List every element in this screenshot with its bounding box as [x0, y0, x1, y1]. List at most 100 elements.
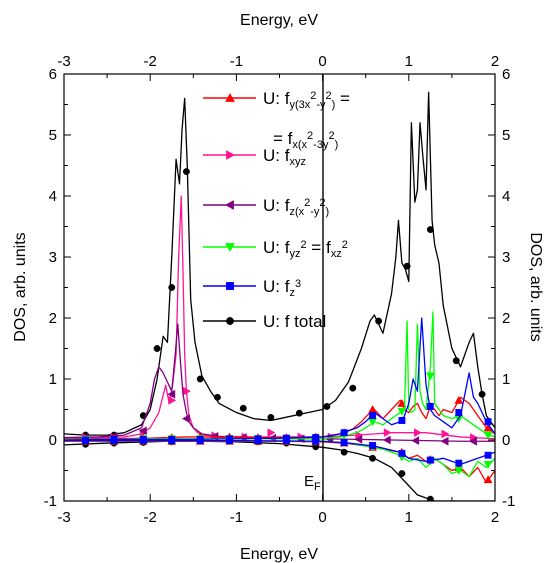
- legend-text-run: 2: [300, 239, 306, 251]
- data-point-square: [254, 437, 262, 445]
- data-point-triangle-left: [382, 435, 391, 445]
- data-point-triangle-left: [324, 434, 333, 444]
- fermi-level-label: EF: [304, 473, 321, 493]
- legend-label: U: fyz2 = fxz2: [263, 238, 348, 260]
- data-point-circle: [349, 384, 357, 392]
- y-tick-label-right: 4: [502, 188, 510, 205]
- data-point-triangle-left: [181, 414, 190, 424]
- data-point-triangle-left: [224, 200, 234, 210]
- data-point-circle: [153, 345, 161, 352]
- data-point-triangle-right: [441, 429, 450, 439]
- data-point-square: [139, 437, 147, 445]
- data-point-triangle-right: [267, 428, 276, 438]
- legend-label: U: fxyz: [263, 146, 306, 168]
- x-tick-label-bottom: 1: [405, 509, 413, 526]
- x-tick-label-bottom: -3: [57, 509, 70, 526]
- series-9: [64, 437, 495, 467]
- legend-text-run: 2: [342, 239, 348, 251]
- top-axis-label: Energy, eV: [240, 12, 318, 29]
- legend-text-run: z(x: [289, 206, 304, 218]
- data-point-square: [226, 437, 233, 445]
- data-point-triangle-left: [138, 426, 147, 436]
- data-point-square: [196, 437, 204, 445]
- data-point-square: [369, 442, 377, 449]
- data-point-circle: [369, 454, 377, 462]
- data-point-square: [282, 437, 290, 445]
- y-tick-label-right: 0: [502, 432, 510, 449]
- legend-text-run: 2: [304, 197, 310, 209]
- legend-item-0: U: fy(3x2-y2) = = fx(x2-3y2): [203, 89, 350, 151]
- data-point-square: [226, 282, 234, 290]
- data-point-circle: [478, 390, 486, 398]
- data-point-circle: [168, 284, 176, 291]
- data-point-square: [398, 449, 406, 457]
- legend-label: U: f total: [263, 312, 326, 331]
- y-tick-label-left: 3: [49, 249, 57, 266]
- legend-item-5: U: f total: [203, 312, 326, 331]
- x-tick-label-bottom: 2: [491, 509, 499, 526]
- data-point-triangle-down: [483, 431, 493, 440]
- data-point-circle: [239, 404, 247, 412]
- bottom-axis-label: Energy, eV: [240, 546, 318, 563]
- legend-text-run: U: f: [263, 146, 290, 165]
- data-point-triangle-down: [454, 467, 464, 476]
- y-tick-label-left: 0: [49, 432, 57, 449]
- y-tick-label-left: 2: [49, 310, 57, 327]
- series-layer: [64, 91, 495, 501]
- legend-text-run: =: [335, 89, 350, 108]
- legend-text-run: U: f total: [263, 312, 326, 331]
- legend-text-run: 2: [307, 130, 313, 142]
- data-point-triangle-down: [425, 372, 435, 381]
- data-point-circle: [398, 470, 406, 477]
- data-point-square: [340, 429, 348, 437]
- legend-label: U: fy(3x2-y2) =: [263, 89, 350, 111]
- data-point-triangle-down: [397, 407, 407, 416]
- legend-text-run: U: f: [263, 277, 290, 296]
- legend-text-run: = f: [273, 129, 293, 148]
- data-point-circle: [323, 403, 331, 410]
- legend-text-run: U: f: [263, 89, 290, 108]
- data-point-triangle-right: [413, 428, 422, 438]
- legend-label: = fx(x2-3y2): [273, 129, 338, 151]
- data-point-triangle-up: [483, 475, 493, 484]
- data-point-circle: [340, 448, 348, 456]
- legend-text-run: ): [332, 99, 336, 111]
- legend-item-2: U: fz(x2-y2): [203, 196, 329, 218]
- data-point-triangle-left: [468, 436, 477, 446]
- legend-label: U: fz3: [263, 277, 301, 299]
- data-point-square: [340, 438, 348, 446]
- data-point-triangle-up: [225, 92, 235, 102]
- x-tick-label-top: 0: [318, 53, 326, 70]
- y-tick-label-right: -1: [502, 493, 515, 510]
- data-point-triangle-right: [226, 150, 236, 160]
- data-point-square: [426, 456, 434, 464]
- data-point-triangle-right: [168, 395, 177, 405]
- legend-text-run: x(x: [292, 139, 307, 151]
- y-tick-label-left: -1: [44, 493, 57, 510]
- x-tick-label-top: -1: [230, 53, 243, 70]
- data-point-circle: [267, 413, 275, 421]
- data-point-circle: [403, 262, 411, 270]
- data-point-square: [426, 403, 434, 410]
- legend-label: U: fz(x2-y2): [263, 196, 329, 218]
- y-tick-label-left: 4: [49, 188, 57, 205]
- data-point-circle: [452, 357, 460, 365]
- x-tick-label-top: -2: [144, 53, 157, 70]
- legend-text-run: xz: [331, 248, 342, 260]
- y-tick-label-left: 5: [49, 127, 57, 144]
- right-axis-label: DOS, arb. units: [527, 232, 544, 341]
- legend-text-run: 2: [310, 90, 316, 102]
- data-point-triangle-right: [383, 428, 392, 438]
- data-point-square: [82, 437, 89, 445]
- data-point-square: [455, 459, 463, 467]
- series-line: [64, 91, 495, 436]
- data-point-circle: [295, 409, 303, 417]
- legend-item-3: U: fyz2 = fxz2: [203, 238, 348, 260]
- legend-text-run: ): [326, 206, 330, 218]
- series-1: [64, 437, 495, 501]
- x-tick-label-top: 1: [405, 53, 413, 70]
- legend-text-run: 2: [328, 130, 334, 142]
- data-point-triangle-down: [483, 460, 493, 469]
- legend-text-run: ): [335, 139, 339, 151]
